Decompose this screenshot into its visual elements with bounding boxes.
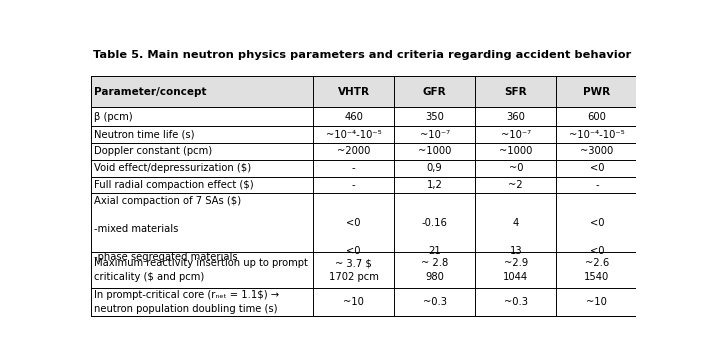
Text: <0: <0 bbox=[590, 163, 604, 173]
Text: ~10: ~10 bbox=[586, 297, 607, 307]
Text: ~10⁻⁴-10⁻⁵: ~10⁻⁴-10⁻⁵ bbox=[569, 130, 625, 140]
Text: 600: 600 bbox=[588, 112, 607, 122]
Bar bbox=[91, 76, 638, 107]
Text: Maximum reactivity insertion up to prompt
criticality ($ and pcm): Maximum reactivity insertion up to promp… bbox=[95, 258, 308, 282]
Text: ~10⁻⁷: ~10⁻⁷ bbox=[501, 130, 531, 140]
Text: 1,2: 1,2 bbox=[427, 180, 443, 190]
Text: -0.16

21: -0.16 21 bbox=[422, 190, 448, 256]
Text: ~1000: ~1000 bbox=[418, 146, 451, 156]
Text: VHTR: VHTR bbox=[337, 87, 370, 97]
Text: -: - bbox=[352, 180, 356, 190]
Text: ~10: ~10 bbox=[343, 297, 364, 307]
Text: ~ 3.7 $
1702 pcm: ~ 3.7 $ 1702 pcm bbox=[329, 258, 378, 282]
Text: ~2000: ~2000 bbox=[337, 146, 370, 156]
Text: 350: 350 bbox=[425, 112, 444, 122]
Text: In prompt-critical core (rₙₑₜ = 1.1$) →
neutron population doubling time (s): In prompt-critical core (rₙₑₜ = 1.1$) → … bbox=[95, 290, 279, 315]
Text: GFR: GFR bbox=[423, 87, 447, 97]
Text: ~ 2.8
980: ~ 2.8 980 bbox=[421, 258, 448, 282]
Text: ~10⁻⁴-10⁻⁵: ~10⁻⁴-10⁻⁵ bbox=[326, 130, 382, 140]
Text: β (pcm): β (pcm) bbox=[95, 112, 133, 122]
Text: <0

<0: <0 <0 bbox=[590, 190, 604, 256]
Text: ~0: ~0 bbox=[508, 163, 523, 173]
Text: Parameter/concept: Parameter/concept bbox=[95, 87, 207, 97]
Text: SFR: SFR bbox=[504, 87, 527, 97]
Text: 460: 460 bbox=[344, 112, 363, 122]
Text: Neutron time life (s): Neutron time life (s) bbox=[95, 130, 195, 140]
Text: ~10⁻⁷: ~10⁻⁷ bbox=[419, 130, 450, 140]
Text: ~1000: ~1000 bbox=[499, 146, 532, 156]
Text: Axial compaction of 7 SAs ($)

-mixed materials

-phase segregated materials: Axial compaction of 7 SAs ($) -mixed mat… bbox=[95, 196, 242, 262]
Text: Full radial compaction effect ($): Full radial compaction effect ($) bbox=[95, 180, 254, 190]
Text: 360: 360 bbox=[506, 112, 525, 122]
Text: Doppler constant (pcm): Doppler constant (pcm) bbox=[95, 146, 213, 156]
Text: <0

<0: <0 <0 bbox=[346, 190, 361, 256]
Text: ~3000: ~3000 bbox=[580, 146, 614, 156]
Text: ~0.3: ~0.3 bbox=[504, 297, 527, 307]
Text: ~2.6
1540: ~2.6 1540 bbox=[584, 258, 609, 282]
Text: -: - bbox=[595, 180, 599, 190]
Text: Table 5. Main neutron physics parameters and criteria regarding accident behavio: Table 5. Main neutron physics parameters… bbox=[93, 50, 631, 60]
Text: 0,9: 0,9 bbox=[427, 163, 443, 173]
Text: 4

13: 4 13 bbox=[510, 190, 522, 256]
Text: PWR: PWR bbox=[583, 87, 610, 97]
Text: ~0.3: ~0.3 bbox=[423, 297, 447, 307]
Text: -: - bbox=[352, 163, 356, 173]
Text: ~2: ~2 bbox=[508, 180, 523, 190]
Text: Void effect/depressurization ($): Void effect/depressurization ($) bbox=[95, 163, 252, 173]
Text: ~2.9
1044: ~2.9 1044 bbox=[503, 258, 528, 282]
